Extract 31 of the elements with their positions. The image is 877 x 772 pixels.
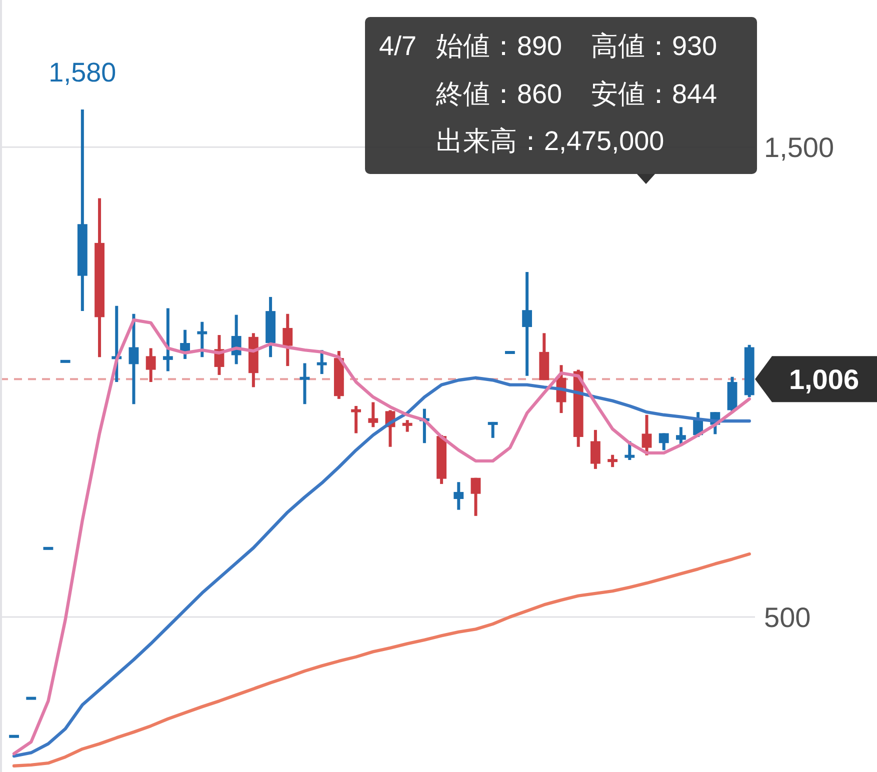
candlestick xyxy=(128,314,139,404)
candlestick xyxy=(590,430,600,469)
candlestick xyxy=(608,454,618,468)
candlestick xyxy=(300,363,310,404)
line-series xyxy=(12,552,751,768)
candlestick xyxy=(351,406,361,434)
ref-line-label: 1,006 xyxy=(788,364,860,396)
candlestick xyxy=(642,414,652,456)
candlestick xyxy=(162,308,173,372)
candlestick xyxy=(658,433,669,450)
candlestick xyxy=(676,427,686,444)
annotation: 高値：930 xyxy=(591,31,718,61)
annotation: 1,580 xyxy=(48,57,116,88)
candlestick xyxy=(197,322,208,358)
y-tick-label: 500 xyxy=(764,602,811,633)
candlestick xyxy=(282,314,293,366)
annotation: 出来高：2,475,000 xyxy=(436,126,664,156)
annotation: 始値：890 xyxy=(436,31,562,61)
candlestick xyxy=(316,350,327,374)
candlestick xyxy=(470,478,481,516)
candlestick xyxy=(454,482,464,510)
candlestick xyxy=(522,272,532,376)
candlestick xyxy=(368,402,378,428)
candlestick xyxy=(488,422,498,438)
annotation: 終値：860 xyxy=(435,79,562,109)
annotation: 4/7 xyxy=(379,31,417,61)
y-tick-label: 1,500 xyxy=(764,132,834,164)
candlestick xyxy=(146,348,156,382)
annotation: 安値：844 xyxy=(591,79,718,109)
candlestick xyxy=(402,420,412,432)
candlestick xyxy=(180,330,190,359)
